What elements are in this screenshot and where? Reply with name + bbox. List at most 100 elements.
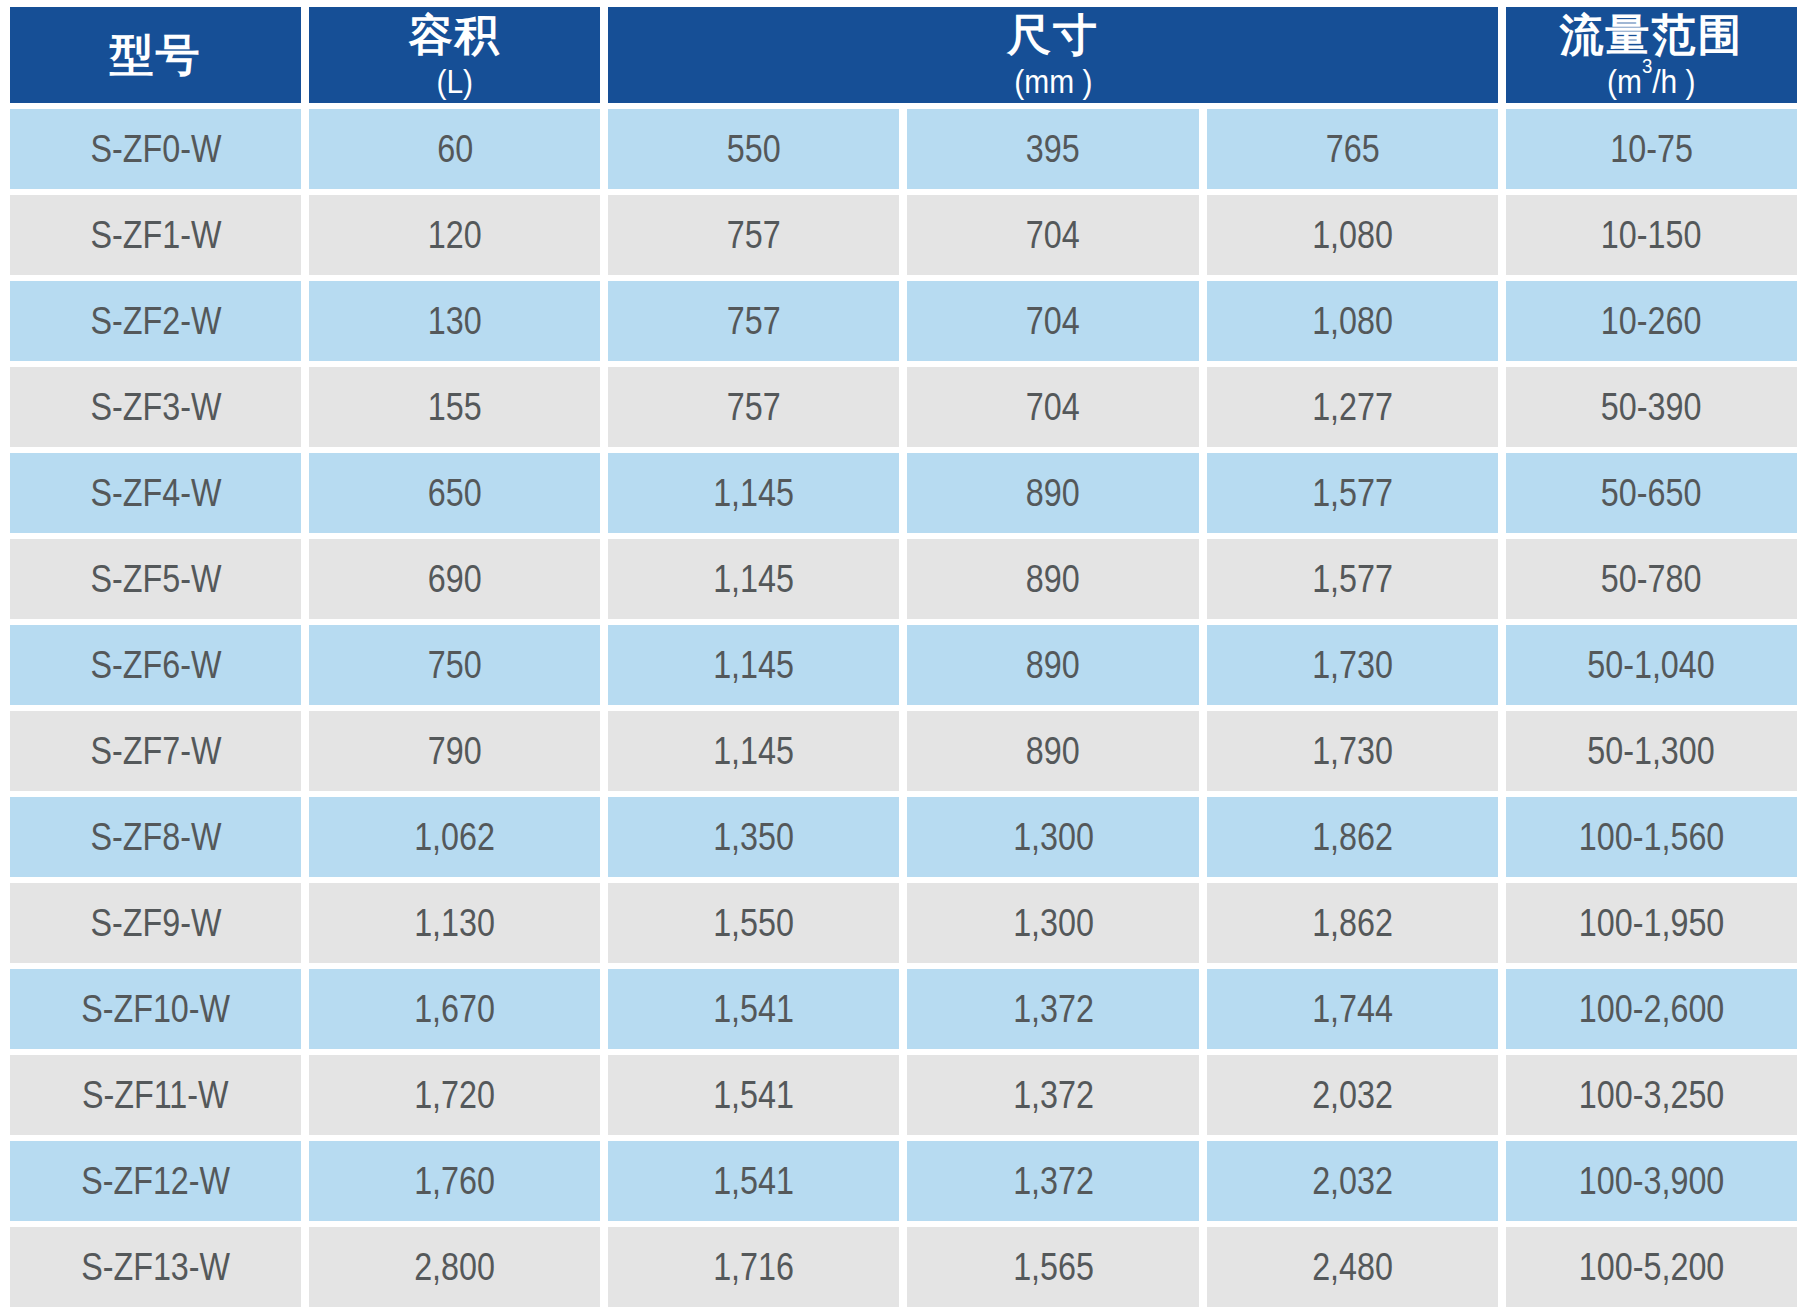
flow-range-cell: 50-1,040 [1506,625,1797,705]
dimension-cell-2: 704 [907,195,1198,275]
flow-range-cell: 100-2,600 [1506,969,1797,1049]
model-cell: S-ZF1-W [10,195,301,275]
table-row: S-ZF3-W1557577041,27750-390 [10,367,1797,447]
dimension-cell-3: 1,577 [1207,539,1498,619]
dimension-cell-3: 1,080 [1207,195,1498,275]
col-header-dimensions-label: 尺寸 [608,10,1497,61]
model-cell: S-ZF3-W [10,367,301,447]
flow-range-cell: 50-390 [1506,367,1797,447]
cell-text: 1,720 [414,1074,495,1117]
dimension-cell-1: 1,541 [608,1141,899,1221]
dimension-cell-2: 1,300 [907,883,1198,963]
cell-text: 2,480 [1312,1246,1393,1289]
dimension-cell-2: 1,300 [907,797,1198,877]
cell-text: 2,800 [414,1246,495,1289]
col-header-model-label: 型号 [10,30,301,81]
dimension-cell-2: 704 [907,281,1198,361]
cell-text: 1,145 [713,472,794,515]
dimension-cell-1: 757 [608,195,899,275]
model-cell: S-ZF8-W [10,797,301,877]
cell-text: 1,565 [1013,1246,1094,1289]
dimension-cell-3: 1,862 [1207,883,1498,963]
cell-text: 1,080 [1312,300,1393,343]
flow-range-cell: 10-75 [1506,109,1797,189]
model-cell: S-ZF10-W [10,969,301,1049]
cell-text: 50-1,300 [1588,730,1716,773]
model-cell: S-ZF11-W [10,1055,301,1135]
cell-text: 1,716 [713,1246,794,1289]
model-cell: S-ZF12-W [10,1141,301,1221]
unit-text: (mm [1014,62,1082,100]
cell-text: 50-650 [1601,472,1702,515]
dimension-cell-1: 1,541 [608,969,899,1049]
dimension-cell-3: 1,577 [1207,453,1498,533]
cell-text: S-ZF3-W [90,386,221,429]
table-row: S-ZF8-W1,0621,3501,3001,862100-1,560 [10,797,1797,877]
cell-text: 704 [1026,214,1080,257]
col-header-dimensions-unit: (mm ) [1014,63,1092,100]
table-row: S-ZF12-W1,7601,5411,3722,032100-3,900 [10,1141,1797,1221]
dimension-cell-2: 890 [907,625,1198,705]
cell-text: 550 [727,128,781,171]
dimension-cell-1: 757 [608,281,899,361]
cell-text: S-ZF6-W [90,644,221,687]
cell-text: 50-390 [1601,386,1702,429]
dimension-cell-2: 890 [907,711,1198,791]
dimension-cell-1: 1,541 [608,1055,899,1135]
col-header-model: 型号 [10,7,301,103]
cell-text: 130 [428,300,482,343]
volume-cell: 790 [309,711,600,791]
table-row: S-ZF9-W1,1301,5501,3001,862100-1,950 [10,883,1797,963]
dimension-cell-2: 1,372 [907,1055,1198,1135]
dimension-cell-3: 2,032 [1207,1055,1498,1135]
model-cell: S-ZF7-W [10,711,301,791]
cell-text: 1,760 [414,1160,495,1203]
dimension-cell-2: 395 [907,109,1198,189]
cell-text: 10-150 [1601,214,1702,257]
cell-text: 1,372 [1013,988,1094,1031]
cell-text: S-ZF10-W [81,988,230,1031]
cell-text: 50-780 [1601,558,1702,601]
dimension-cell-2: 1,565 [907,1227,1198,1307]
table-row: S-ZF5-W6901,1458901,57750-780 [10,539,1797,619]
flow-range-cell: 100-1,560 [1506,797,1797,877]
dimension-cell-1: 1,145 [608,539,899,619]
cell-text: 765 [1325,128,1379,171]
model-cell: S-ZF6-W [10,625,301,705]
cell-text: 790 [428,730,482,773]
dimension-cell-3: 1,862 [1207,797,1498,877]
cell-text: 757 [727,300,781,343]
cell-text: 1,145 [713,730,794,773]
dimension-cell-3: 2,032 [1207,1141,1498,1221]
flow-range-cell: 100-3,900 [1506,1141,1797,1221]
dimension-cell-3: 1,277 [1207,367,1498,447]
volume-cell: 1,670 [309,969,600,1049]
cell-text: 1,062 [414,816,495,859]
cell-text: 650 [428,472,482,515]
model-cell: S-ZF0-W [10,109,301,189]
cell-text: 100-2,600 [1579,988,1724,1031]
cell-text: 1,541 [713,1074,794,1117]
unit-text: ) [1082,62,1092,100]
dimension-cell-3: 2,480 [1207,1227,1498,1307]
cell-text: 1,577 [1312,472,1393,515]
model-cell: S-ZF9-W [10,883,301,963]
col-header-volume-label: 容积 [309,10,600,61]
cell-text: 1,550 [713,902,794,945]
cell-text: 1,730 [1312,730,1393,773]
cell-text: 60 [437,128,473,171]
cell-text: 1,145 [713,644,794,687]
model-cell: S-ZF2-W [10,281,301,361]
dimension-cell-1: 1,716 [608,1227,899,1307]
cell-text: 704 [1026,386,1080,429]
dimension-cell-1: 1,550 [608,883,899,963]
cell-text: S-ZF1-W [90,214,221,257]
spec-sheet: 型号 容积 (L) 尺寸 (mm ) 流量范围 (m3/h ) S-ZF0-W6… [0,0,1807,1314]
volume-cell: 1,062 [309,797,600,877]
cell-text: 750 [428,644,482,687]
volume-cell: 130 [309,281,600,361]
dimension-cell-1: 757 [608,367,899,447]
volume-cell: 690 [309,539,600,619]
cell-text: S-ZF0-W [90,128,221,171]
cell-text: 1,577 [1312,558,1393,601]
